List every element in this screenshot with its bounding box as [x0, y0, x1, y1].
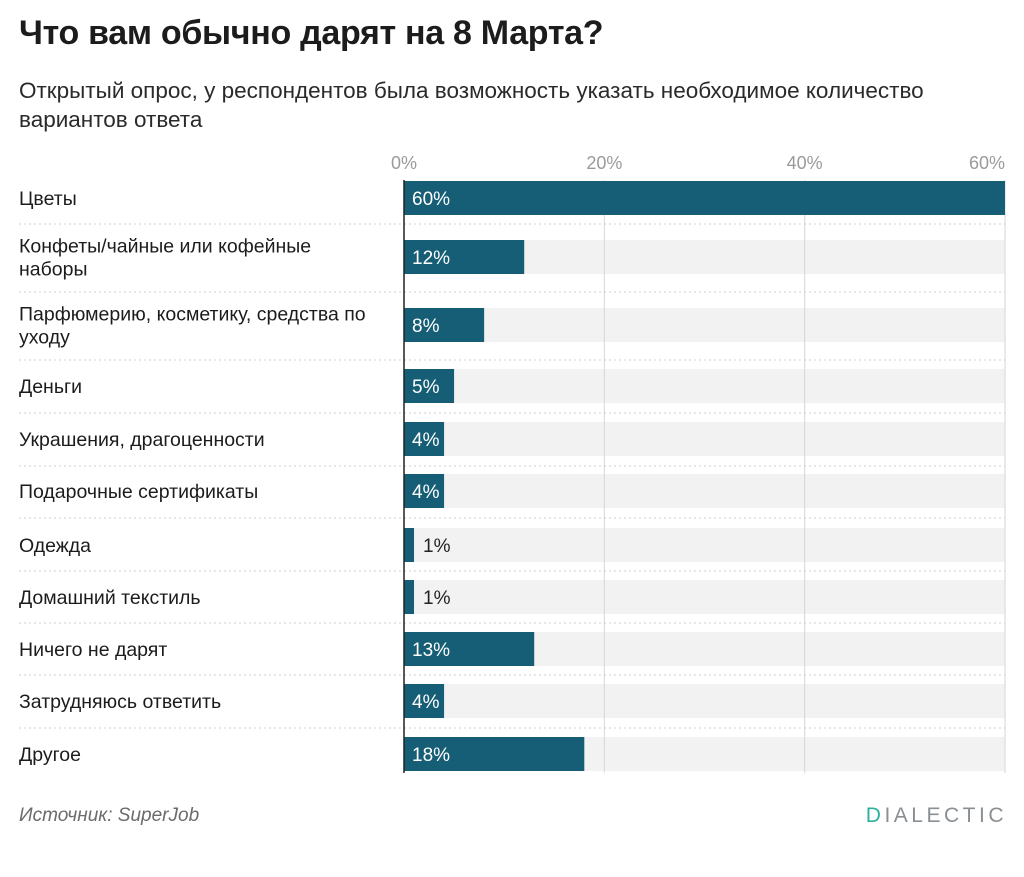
- category-label: Домашний текстиль: [19, 587, 201, 609]
- category-label: Подарочные сертификаты: [19, 481, 258, 503]
- category-label-line: Цветы: [19, 188, 77, 210]
- category-label-line: Одежда: [19, 535, 91, 557]
- bar-value-label: 13%: [412, 640, 450, 661]
- bar-track: [404, 422, 1005, 456]
- logo-text: IALECTIC: [884, 804, 1007, 827]
- category-label-line: Украшения, драгоценности: [19, 429, 265, 451]
- category-label-line: Домашний текстиль: [19, 587, 201, 609]
- bar: [404, 528, 415, 562]
- bar-value-label: 12%: [412, 248, 450, 269]
- bar-value-label: 5%: [412, 377, 440, 398]
- category-label-line: Ничего не дарят: [19, 639, 167, 661]
- category-label: Цветы: [19, 188, 77, 210]
- category-label-line: Затрудняюсь ответить: [19, 691, 221, 713]
- bar: [404, 308, 485, 342]
- bar: [404, 580, 415, 614]
- category-label-line: уходу: [19, 327, 70, 349]
- bar-value-label: 4%: [412, 692, 440, 713]
- bar: [404, 632, 535, 666]
- chart-subtitle: Открытый опрос, у респондентов была возм…: [19, 78, 924, 132]
- bar-track: [404, 684, 1005, 718]
- category-label: Другое: [19, 744, 81, 766]
- bar-track: [404, 474, 1005, 508]
- logo-accent-letter: D: [865, 804, 885, 827]
- bar-value-label: 1%: [423, 588, 451, 609]
- category-label-line: Конфеты/чайные или кофейные: [19, 236, 311, 258]
- bar-value-label: 8%: [412, 316, 440, 337]
- bar-track: [404, 308, 1005, 342]
- category-label: Парфюмерию, косметику, средства по уходу: [19, 304, 366, 349]
- x-tick-label: 20%: [586, 153, 622, 173]
- bar: [404, 240, 525, 274]
- bar-track: [404, 369, 1005, 403]
- dialectic-logo: DIALECTIC: [866, 804, 1007, 828]
- bar: [404, 422, 445, 456]
- bar: [404, 474, 445, 508]
- category-label: Затрудняюсь ответить: [19, 691, 221, 713]
- category-label: Конфеты/чайные или кофейные наборы: [19, 236, 311, 281]
- category-label-line: Парфюмерию, косметику, средства по: [19, 304, 366, 326]
- chart-title: Что вам обычно дарят на 8 Марта?: [19, 14, 604, 52]
- bar-value-label: 60%: [412, 189, 450, 210]
- bar: [404, 737, 585, 771]
- x-tick-label: 60%: [969, 153, 1005, 173]
- category-label: Деньги: [19, 376, 82, 398]
- category-label-line: наборы: [19, 259, 88, 281]
- x-tick-label: 40%: [787, 153, 823, 173]
- category-label: Ничего не дарят: [19, 639, 167, 661]
- category-label-line: Подарочные сертификаты: [19, 481, 258, 503]
- bar-value-label: 1%: [423, 536, 451, 557]
- bar-track: [404, 580, 1005, 614]
- category-label-line: Другое: [19, 744, 81, 766]
- bar: [404, 181, 1005, 215]
- x-tick-label: 0%: [391, 153, 417, 173]
- category-label: Одежда: [19, 535, 91, 557]
- bar-value-label: 4%: [412, 430, 440, 451]
- category-label-line: Деньги: [19, 376, 82, 398]
- bar-track: [404, 528, 1005, 562]
- bar-value-label: 18%: [412, 745, 450, 766]
- bar-value-label: 4%: [412, 482, 440, 503]
- bar: [404, 369, 455, 403]
- bar: [404, 684, 445, 718]
- category-label: Украшения, драгоценности: [19, 429, 265, 451]
- source-note: Источник: SuperJob: [19, 805, 200, 826]
